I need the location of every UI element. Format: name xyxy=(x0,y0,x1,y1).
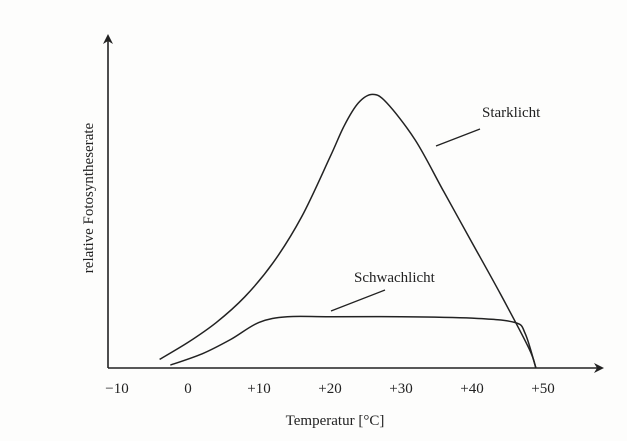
x-axis-label: Temperatur [°C] xyxy=(286,413,385,429)
y-axis-label: relative Fotosyntheserate xyxy=(81,122,97,273)
series-label-starklicht: Starklicht xyxy=(482,105,541,121)
curve-starklicht xyxy=(159,93,537,369)
leader-line-schwachlicht xyxy=(330,289,386,312)
leader-line-starklicht xyxy=(435,128,481,147)
series-leaders xyxy=(330,128,481,312)
series-labels: Starklicht Schwachlicht xyxy=(354,105,541,286)
x-tick-labels: −10 0 +10 +20 +30 +40 +50 xyxy=(105,381,554,397)
x-tick-label: 0 xyxy=(184,381,192,397)
series-label-schwachlicht: Schwachlicht xyxy=(354,270,436,286)
x-tick-label: −10 xyxy=(105,381,128,397)
curves xyxy=(159,93,537,369)
x-tick-label: +30 xyxy=(389,381,412,397)
curve-schwachlicht xyxy=(170,315,537,369)
x-tick-label: +40 xyxy=(460,381,483,397)
x-tick-label: +10 xyxy=(247,381,270,397)
x-tick-label: +50 xyxy=(531,381,554,397)
x-tick-label: +20 xyxy=(318,381,341,397)
